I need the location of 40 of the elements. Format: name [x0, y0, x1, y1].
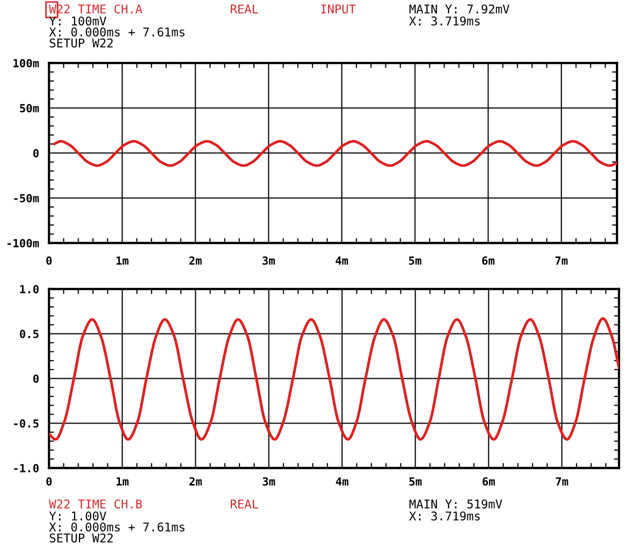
y-tick-label: -0.5 [14, 419, 39, 428]
text: MAIN Y: 7.92mV [410, 4, 510, 14]
x-tick-label: 3m [262, 477, 276, 486]
y-tick-label: 1.0 [20, 284, 39, 294]
x-tick-label: 2m [189, 256, 202, 265]
x-tick-label: 7m [556, 477, 568, 486]
text: X: 3.719ms [409, 16, 480, 26]
x-tick-label: 5m [409, 477, 422, 486]
x-tick-label: 0 [46, 256, 52, 265]
y-tick-label: 0 [33, 148, 39, 158]
text: SETUP W22 [50, 38, 113, 48]
x-tick-label: 6m [482, 477, 495, 486]
x-tick-label: 0 [46, 477, 52, 486]
y-tick-label: -1.0 [14, 464, 39, 472]
y-tick-label: 100m [14, 58, 39, 68]
text: SETUP W22 [50, 533, 113, 542]
text: X: 0.000ms + 7.61ms [49, 522, 184, 532]
text: W22 TIME CH.B [49, 499, 142, 508]
text: Y: 1.00V [49, 511, 106, 520]
x-tick-label: 2m [189, 477, 202, 486]
y-tick-label: 0 [33, 374, 39, 383]
x-tick-label: 4m [336, 477, 348, 486]
x-tick-label: 6m [482, 256, 494, 265]
x-tick-label: 1m [116, 477, 129, 486]
text: Y: 100mV [49, 16, 106, 26]
text: INPUT [321, 4, 356, 14]
text: MAIN Y: 519mV [410, 499, 502, 508]
y-tick-label: -50m [14, 194, 39, 202]
text: REAL [230, 4, 258, 14]
text: X: 0.000ms + 7.61ms [49, 27, 184, 36]
text: X: 3.719ms [409, 511, 480, 520]
x-tick-label: 5m [409, 256, 422, 265]
y-tick-label: 50m [20, 104, 39, 112]
x-tick-label: 4m [336, 256, 348, 265]
y-tick-label: 0.5 [20, 330, 39, 338]
text: REAL [230, 500, 258, 508]
x-tick-label: 1m [116, 256, 128, 265]
x-tick-label: 3m [262, 256, 275, 265]
x-tick-label: 7m [555, 256, 568, 265]
y-tick-label: -100m [7, 238, 39, 248]
